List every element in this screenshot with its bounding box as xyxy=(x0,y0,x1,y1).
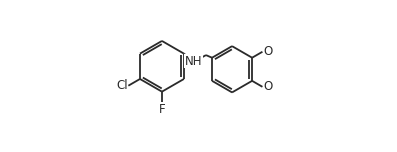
Text: Cl: Cl xyxy=(116,79,127,92)
Text: O: O xyxy=(263,80,272,93)
Text: F: F xyxy=(159,103,165,116)
Text: NH: NH xyxy=(185,55,202,68)
Text: O: O xyxy=(263,45,272,58)
